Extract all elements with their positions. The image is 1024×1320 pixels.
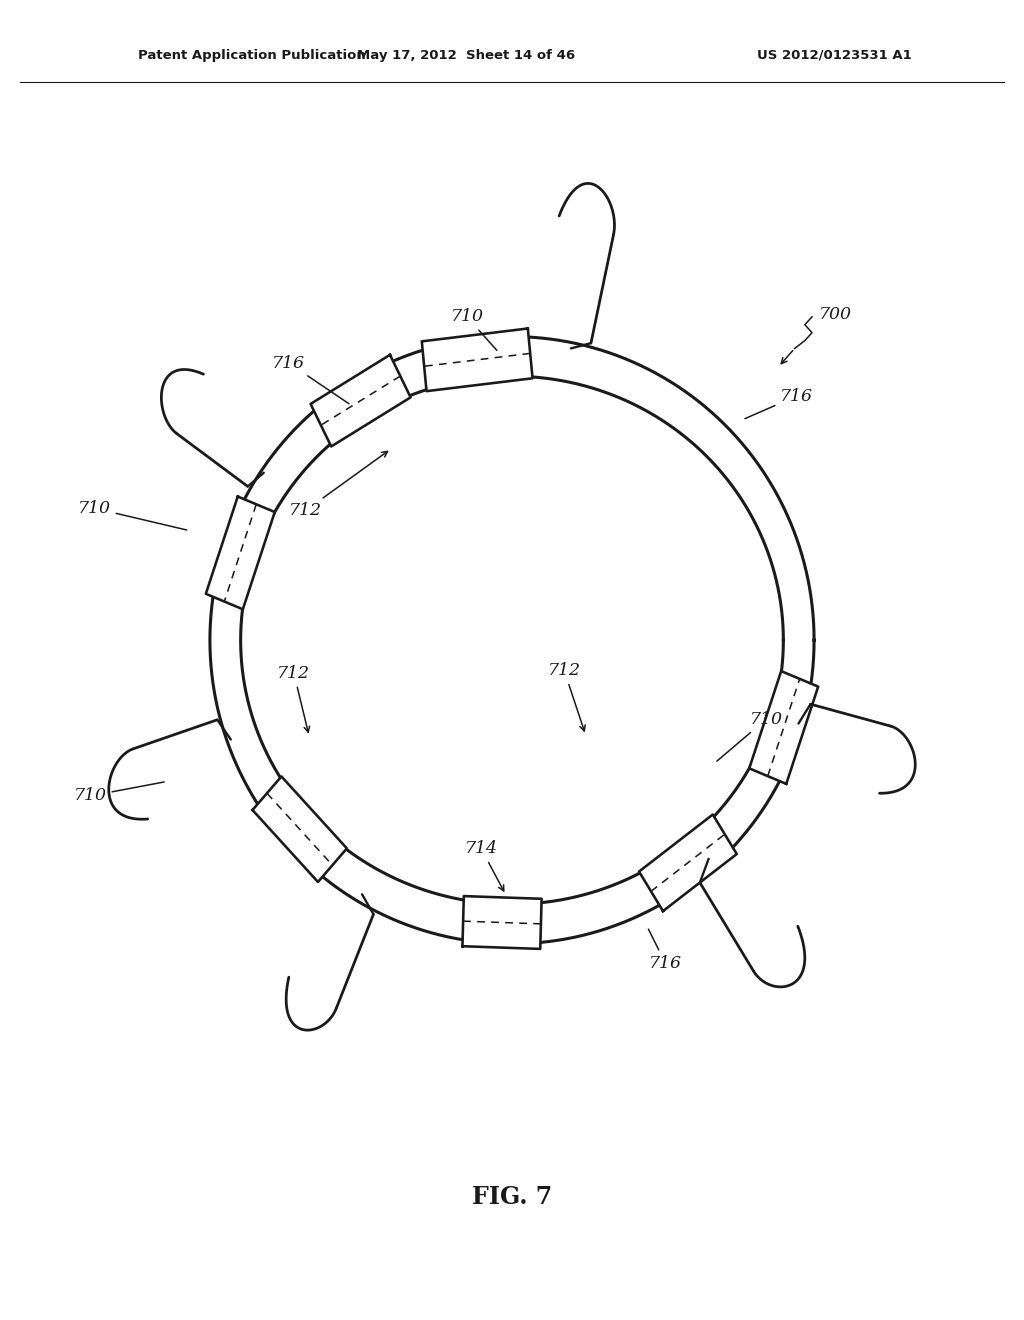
Polygon shape: [639, 814, 736, 911]
Text: 712: 712: [548, 663, 585, 731]
Polygon shape: [310, 355, 411, 446]
Polygon shape: [422, 329, 532, 391]
Text: 710: 710: [78, 500, 186, 531]
Text: Patent Application Publication: Patent Application Publication: [138, 49, 366, 62]
Text: 714: 714: [465, 841, 504, 891]
Text: 710: 710: [717, 711, 782, 762]
Text: May 17, 2012  Sheet 14 of 46: May 17, 2012 Sheet 14 of 46: [356, 49, 575, 62]
Text: 716: 716: [272, 355, 349, 404]
Text: 712: 712: [289, 451, 387, 519]
Text: 710: 710: [451, 309, 497, 350]
Text: 716: 716: [744, 388, 813, 418]
Text: FIG. 7: FIG. 7: [472, 1185, 552, 1209]
Text: 716: 716: [648, 929, 682, 972]
Text: US 2012/0123531 A1: US 2012/0123531 A1: [757, 49, 912, 62]
Text: 712: 712: [278, 665, 310, 733]
Text: 710: 710: [74, 781, 164, 804]
Polygon shape: [253, 776, 347, 882]
Text: 700: 700: [819, 306, 852, 322]
Polygon shape: [206, 496, 274, 610]
Polygon shape: [750, 671, 818, 784]
Polygon shape: [463, 896, 542, 949]
